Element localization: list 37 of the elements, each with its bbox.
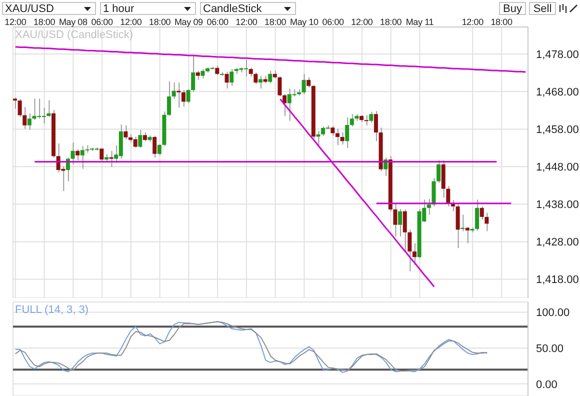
candlestick [364, 115, 368, 126]
x-tick-label: 12:00 [4, 17, 26, 27]
line-series [14, 46, 526, 73]
y-tick-label: 100.00 [536, 307, 570, 320]
text: Sell [529, 2, 556, 15]
x-tick-label: 06:00 [322, 17, 344, 27]
text: XAU/USD [2, 2, 96, 15]
x-tick-label: 18:00 [149, 17, 171, 27]
y-tick-label: 1,478.00 [536, 48, 579, 61]
y-tick-label: 1,438.00 [536, 199, 579, 212]
x-tick-label: May 11 [406, 17, 434, 27]
y-tick-label: 1,448.00 [536, 162, 579, 174]
x-tick-label: 12:00 [236, 17, 258, 27]
x-tick-label: 18:00 [264, 17, 286, 27]
chart-title: FULL (14, 3, 3) [15, 304, 89, 316]
chart-title: XAU/USD (CandleStick) [15, 29, 133, 41]
text: CandleStick [200, 2, 296, 15]
x-tick-label: May 09 [174, 17, 204, 27]
y-tick-label: 1,428.00 [536, 236, 579, 249]
text: 1 hour [100, 2, 196, 15]
y-tick-label: 0.00 [536, 378, 558, 391]
y-tick-label: 50.00 [536, 343, 564, 356]
text: Buy [499, 2, 526, 15]
x-tick-label: 06:00 [206, 17, 229, 27]
x-tick-label: 18:00 [380, 17, 402, 27]
x-tick-label: May 08 [59, 17, 88, 27]
x-tick-label: 12:00 [462, 17, 484, 27]
candlestick [176, 82, 181, 108]
x-tick-label: May 10 [290, 17, 319, 27]
y-tick-label: 1,458.00 [536, 124, 579, 136]
x-tick-label: 18:00 [34, 17, 56, 27]
y-tick-label: 1,468.00 [536, 86, 579, 98]
x-tick-label: 12:00 [351, 17, 373, 27]
x-tick-label: 12:00 [120, 17, 142, 27]
y-tick-label: 1,418.00 [536, 274, 579, 286]
x-tick-label: 06:00 [91, 17, 113, 27]
x-tick-label: 18:00 [490, 17, 512, 27]
